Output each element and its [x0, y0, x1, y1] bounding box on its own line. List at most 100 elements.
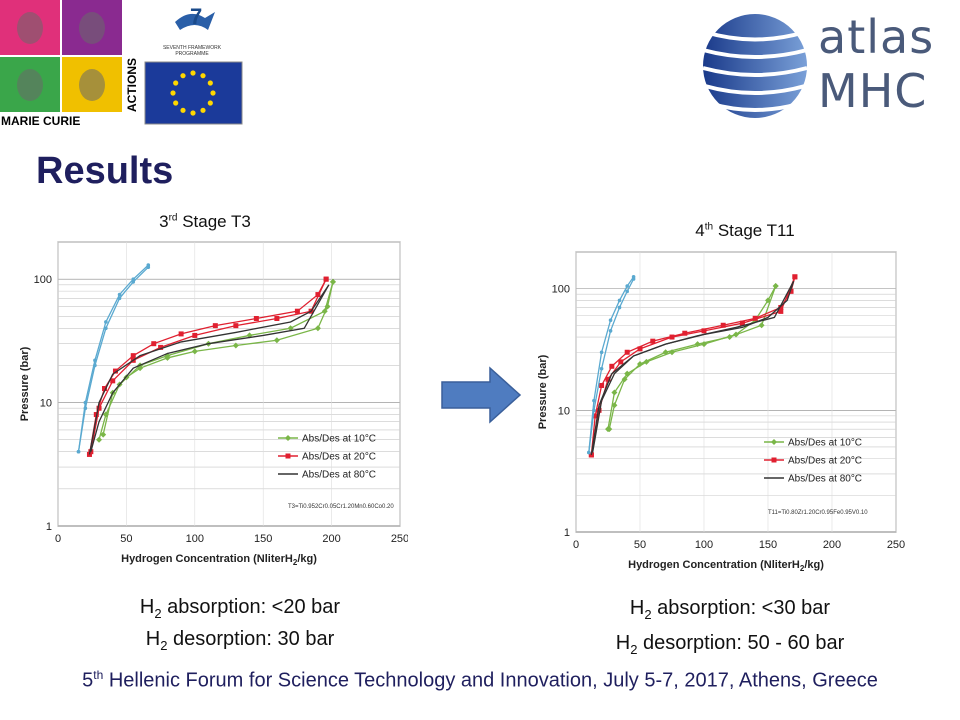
x-tick-label: 150: [759, 539, 777, 551]
data-point: [588, 452, 594, 458]
eu-star-icon: [207, 80, 213, 86]
fp7-text-1: SEVENTH FRAMEWORK: [163, 45, 222, 51]
eu-star-icon: [210, 90, 216, 96]
data-point: [772, 283, 779, 290]
data-point: [110, 378, 116, 384]
data-point: [323, 276, 329, 282]
data-point: [232, 342, 239, 349]
x-tick-label: 200: [823, 539, 841, 551]
footer-event-text: 5th Hellenic Forum for Science Technolog…: [82, 668, 878, 692]
legend-marker: [771, 457, 777, 463]
data-point: [104, 326, 108, 331]
data-point: [117, 296, 122, 301]
data-point: [104, 320, 108, 324]
data-point: [788, 288, 794, 294]
data-point: [274, 315, 280, 321]
data-point: [112, 368, 118, 374]
data-point: [102, 386, 108, 392]
data-point: [694, 341, 701, 348]
data-point: [611, 389, 618, 396]
legend-marker: [771, 439, 777, 445]
data-point: [131, 280, 136, 284]
series-line-desorption: [591, 280, 795, 453]
fp7-text-2: PROGRAMME: [175, 51, 209, 57]
x-axis-title: Hydrogen Concentration (NliterH2/kg): [121, 553, 317, 567]
caption-left-absorption: H2 absorption: <20 bar: [139, 596, 341, 621]
x-tick-label: 200: [322, 533, 340, 545]
data-point: [650, 338, 656, 344]
data-point: [212, 323, 218, 329]
y-tick-label: 10: [40, 398, 52, 410]
y-tick-label: 100: [552, 284, 570, 296]
data-point: [606, 426, 613, 433]
series-hydride-curve: [587, 275, 636, 455]
series-line-desorption: [98, 281, 334, 440]
data-point: [102, 411, 109, 418]
series-hydride-curve: [76, 263, 151, 454]
data-point: [669, 349, 675, 356]
data-point: [608, 318, 613, 323]
data-point: [599, 382, 605, 388]
page-title: Results: [36, 150, 174, 192]
x-tick-label: 250: [887, 539, 905, 551]
pct-chart-stage-t3: 0 50 100 150 200 250 1 10 100 Hydrogen Concentrat…: [19, 241, 408, 567]
data-point: [178, 331, 184, 337]
data-point: [778, 304, 784, 310]
data-point: [96, 405, 102, 411]
data-point: [611, 402, 618, 409]
data-point: [701, 328, 707, 334]
data-point: [599, 366, 604, 371]
legend-marker: [285, 435, 291, 441]
x-tick-label: 100: [695, 539, 713, 551]
y-tick-label: 1: [46, 521, 52, 533]
x-tick-label: 50: [120, 533, 132, 545]
data-point: [329, 278, 336, 285]
y-tick-label: 10: [558, 405, 570, 417]
x-tick-label: 50: [634, 539, 646, 551]
data-point: [682, 330, 688, 336]
data-point: [618, 359, 624, 365]
data-point: [130, 353, 136, 359]
pct-chart-stage-t11: 0 50 100 150 200 250 1 10 100 Hydrogen Concentrat…: [537, 251, 905, 573]
series-line-desorption: [90, 284, 330, 452]
legend: Abs/Des at 10°C Abs/Des at 20°C Abs/Des at…: [764, 438, 862, 485]
data-point: [726, 334, 733, 341]
alloy-annotation: T11=Ti0.80Zr1.20Cr0.95Fe0.95V0.10: [768, 510, 868, 516]
data-point: [625, 284, 629, 288]
data-point: [643, 358, 650, 365]
right-arrow-icon: [441, 366, 522, 424]
series-line-absorption: [88, 284, 330, 455]
eu-star-icon: [180, 107, 186, 113]
eu-star-icon: [200, 107, 206, 113]
data-point: [631, 277, 636, 281]
chart-title-right: 4th Stage T11: [695, 221, 795, 240]
eu-star-icon: [200, 73, 206, 79]
data-point: [83, 406, 88, 411]
data-point: [192, 332, 198, 338]
data-point: [131, 277, 136, 281]
series-abs-des-at-80-c: [590, 280, 795, 456]
data-point: [273, 337, 280, 344]
legend: Abs/Des at 10°C Abs/Des at 20°C Abs/Des at…: [278, 434, 376, 481]
mhc-word: MHC: [818, 64, 928, 118]
marie-curie-text: MARIE CURIE: [1, 114, 80, 128]
eu-star-icon: [190, 110, 196, 116]
y-tick-label: 1: [564, 527, 570, 539]
atlas-word: atlas: [818, 10, 935, 64]
data-point: [93, 363, 97, 368]
series-abs-des-at-10-c: [605, 283, 779, 433]
fp7-mark-icon: [175, 12, 215, 30]
globe-icon: [702, 14, 808, 118]
legend-label: Abs/Des at 20°C: [788, 456, 862, 467]
data-point: [624, 370, 631, 377]
data-point: [778, 308, 784, 314]
series-line-absorption: [607, 285, 777, 430]
data-point: [592, 398, 596, 403]
data-point: [792, 274, 798, 280]
grid: [575, 251, 897, 533]
eu-star-icon: [207, 100, 213, 106]
data-point: [608, 329, 613, 333]
legend-marker: [285, 453, 291, 459]
data-point: [739, 320, 745, 326]
x-tick-label: 100: [186, 533, 204, 545]
